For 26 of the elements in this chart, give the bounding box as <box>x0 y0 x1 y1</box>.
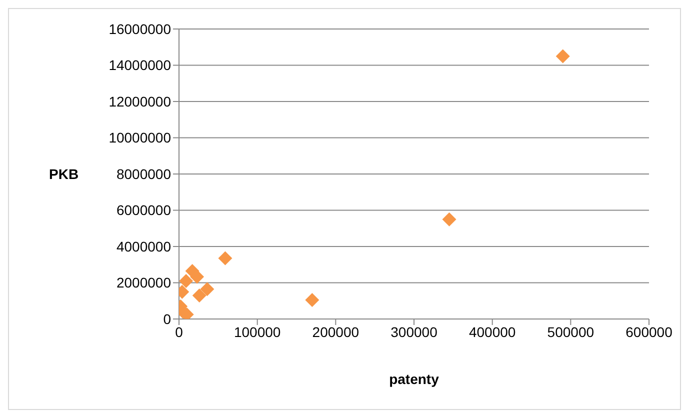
y-tick-label: 10000000 <box>108 130 172 146</box>
point <box>192 288 206 302</box>
x-tick-label: 500000 <box>547 324 594 340</box>
x-tick-label: 100000 <box>234 324 281 340</box>
x-axis-title: patenty <box>389 371 440 387</box>
x-tick-label: 400000 <box>468 324 516 340</box>
x-tick-label: 600000 <box>626 324 673 340</box>
y-tick-label: 14000000 <box>108 57 172 74</box>
x-tick-label: 200000 <box>312 324 360 340</box>
point <box>218 251 232 266</box>
point <box>442 212 456 226</box>
y-tick-label: 8000000 <box>116 166 172 182</box>
y-tick-label: 2000000 <box>116 274 172 291</box>
y-tick-label: 16000000 <box>108 20 172 37</box>
point <box>305 292 320 307</box>
point <box>190 270 204 284</box>
y-tick-label: 0 <box>163 310 172 327</box>
x-tick-label: 300000 <box>390 324 438 340</box>
y-axis-title: PKB <box>49 166 79 182</box>
y-tick-label: 4000000 <box>116 238 172 254</box>
y-tick-label: 6000000 <box>116 202 172 218</box>
point <box>179 274 194 288</box>
point <box>556 49 570 64</box>
x-tick-label: 0 <box>175 324 184 340</box>
point <box>200 282 214 296</box>
y-tick-label: 12000000 <box>108 93 172 110</box>
